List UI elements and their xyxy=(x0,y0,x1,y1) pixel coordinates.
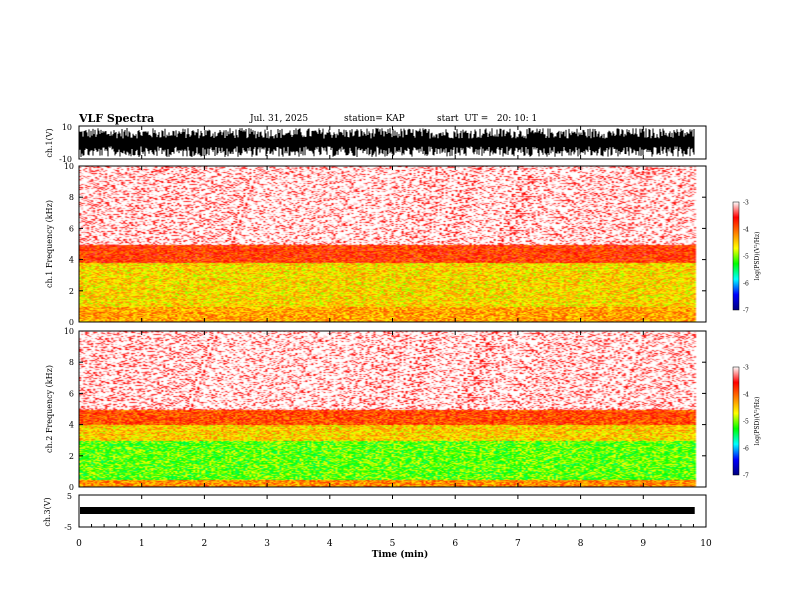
freq-tick-label: 4 xyxy=(69,256,74,265)
colorbar-tick-label: -3 xyxy=(743,200,749,207)
ch1-spectrogram-image xyxy=(79,166,706,322)
ch1-waveform-trace xyxy=(79,128,695,157)
time-tick-label: 6 xyxy=(452,539,458,549)
freq-tick-label: 10 xyxy=(64,327,74,336)
plot-title: VLF Spectra xyxy=(79,112,155,125)
ch1-ytick-top: 10 xyxy=(62,123,72,132)
time-tick-label: 0 xyxy=(76,539,82,549)
time-tick-label: 1 xyxy=(139,539,145,549)
freq-tick-label: 10 xyxy=(64,162,74,171)
ch1-waveform-panel: 10 -10 ch.1(V) xyxy=(45,123,707,164)
ch1-waveform-line xyxy=(79,128,695,157)
station-label: station= KAP xyxy=(344,114,405,124)
time-tick-label: 3 xyxy=(264,539,270,549)
ch2-spectrogram-panel: 0 2 4 6 8 10 ch.2 Frequency (kHz) xyxy=(45,327,707,492)
ch3-waveform-panel: 5 -5 ch.3(V) xyxy=(43,492,707,532)
time-axis-ticks: 0 1 2 3 4 5 6 7 8 9 10 xyxy=(76,126,712,549)
freq-tick-label: 2 xyxy=(69,452,74,461)
date-label: Jul. 31, 2025 xyxy=(250,114,309,124)
time-tick-label: 4 xyxy=(327,539,333,549)
colorbar-gradient xyxy=(732,366,740,476)
colorbar-tick-label: -4 xyxy=(743,392,749,399)
freq-tick-label: 2 xyxy=(69,287,74,296)
colorbar-label: log(PSD)(V²/Hz) xyxy=(754,232,761,281)
ch2-spectrogram-image xyxy=(79,331,706,487)
ch1-ytick-bottom: -10 xyxy=(59,155,72,164)
colorbar-label: log(PSD)(V²/Hz) xyxy=(754,397,761,446)
colorbar-tick-label: -7 xyxy=(743,473,749,480)
time-tick-label: 7 xyxy=(515,539,521,549)
ch1-spectrogram-panel: 0 2 4 6 8 10 ch.1 Frequency (kHz) xyxy=(45,162,707,327)
colorbar-gradient xyxy=(732,201,740,311)
time-tick-label: 2 xyxy=(202,539,208,549)
ch2-spectrogram-ylabel: ch.2 Frequency (kHz) xyxy=(45,365,54,453)
freq-tick-label: 6 xyxy=(69,389,74,398)
ch1-spectrogram-ylabel: ch.1 Frequency (kHz) xyxy=(45,200,54,288)
time-tick-label: 8 xyxy=(578,539,584,549)
colorbar-tick-label: -3 xyxy=(743,365,749,372)
freq-tick-label: 8 xyxy=(69,358,74,367)
time-tick-label: 10 xyxy=(700,539,712,549)
ch3-waveform-ylabel: ch.3(V) xyxy=(43,497,52,526)
time-axis-label: Time (min) xyxy=(372,549,429,560)
ch3-waveform-trace xyxy=(80,507,695,514)
time-tick-label: 9 xyxy=(640,539,646,549)
colorbar-tick-label: -5 xyxy=(743,419,749,426)
freq-tick-label: 8 xyxy=(69,193,74,202)
ch3-ytick-top: 5 xyxy=(67,492,72,501)
ch1-waveform-ylabel: ch.1(V) xyxy=(45,128,54,157)
ch2-colorbar: -3 -4 -5 -6 -7 log(PSD)(V²/Hz) xyxy=(732,365,761,480)
colorbar-tick-label: -4 xyxy=(743,227,749,234)
colorbar-tick-label: -6 xyxy=(743,446,749,453)
start-time-label: start UT = 20: 10: 1 xyxy=(437,114,538,124)
ch1-colorbar: -3 -4 -5 -6 -7 log(PSD)(V²/Hz) xyxy=(732,200,761,315)
freq-tick-label: 0 xyxy=(69,483,74,492)
ch2-freq-ticks: 0 2 4 6 8 10 xyxy=(64,327,706,492)
freq-tick-label: 6 xyxy=(69,224,74,233)
time-tick-label: 5 xyxy=(390,539,396,549)
freq-tick-label: 4 xyxy=(69,421,74,430)
freq-tick-label: 0 xyxy=(69,318,74,327)
ch3-ytick-bottom: -5 xyxy=(64,523,72,532)
colorbar-tick-label: -7 xyxy=(743,308,749,315)
colorbar-tick-label: -5 xyxy=(743,254,749,261)
colorbar-tick-label: -6 xyxy=(743,281,749,288)
ch1-freq-ticks: 0 2 4 6 8 10 xyxy=(64,162,706,327)
